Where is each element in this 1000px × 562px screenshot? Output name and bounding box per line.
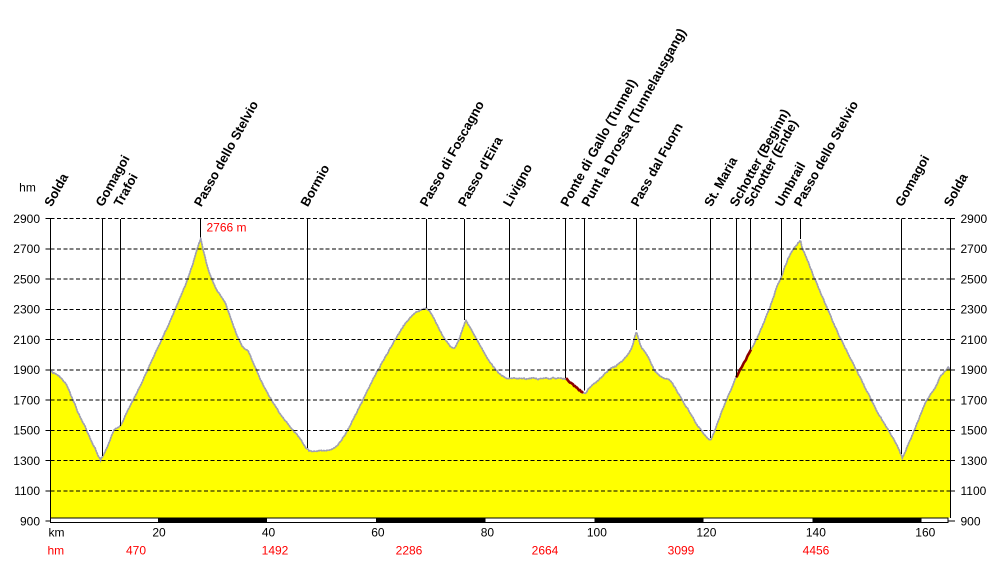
svg-text:3099: 3099 bbox=[668, 544, 695, 558]
svg-text:470: 470 bbox=[126, 544, 146, 558]
svg-text:60: 60 bbox=[371, 526, 385, 540]
svg-text:40: 40 bbox=[262, 526, 276, 540]
svg-text:km: km bbox=[49, 526, 65, 540]
svg-text:2500: 2500 bbox=[13, 272, 40, 286]
svg-text:20: 20 bbox=[152, 526, 166, 540]
svg-text:1100: 1100 bbox=[14, 484, 40, 498]
svg-text:1900: 1900 bbox=[961, 363, 988, 377]
svg-text:100: 100 bbox=[587, 526, 607, 540]
svg-text:2300: 2300 bbox=[13, 303, 40, 317]
svg-text:2900: 2900 bbox=[961, 212, 988, 226]
svg-text:1492: 1492 bbox=[262, 544, 289, 558]
svg-text:hm: hm bbox=[48, 544, 65, 558]
svg-text:1300: 1300 bbox=[961, 454, 988, 468]
svg-text:120: 120 bbox=[696, 526, 716, 540]
svg-text:1700: 1700 bbox=[961, 393, 988, 407]
svg-text:2766 m: 2766 m bbox=[207, 221, 247, 235]
svg-text:900: 900 bbox=[20, 514, 40, 528]
svg-text:2700: 2700 bbox=[961, 242, 988, 256]
svg-text:2300: 2300 bbox=[961, 303, 988, 317]
svg-text:2700: 2700 bbox=[13, 242, 40, 256]
svg-text:900: 900 bbox=[961, 514, 981, 528]
svg-text:160: 160 bbox=[915, 526, 935, 540]
svg-text:1700: 1700 bbox=[13, 393, 40, 407]
svg-text:2100: 2100 bbox=[13, 333, 40, 347]
svg-text:1300: 1300 bbox=[13, 454, 40, 468]
svg-text:1500: 1500 bbox=[13, 424, 40, 438]
svg-text:80: 80 bbox=[481, 526, 495, 540]
svg-text:2900: 2900 bbox=[13, 212, 40, 226]
svg-text:140: 140 bbox=[806, 526, 826, 540]
svg-text:1500: 1500 bbox=[961, 424, 988, 438]
svg-text:1100: 1100 bbox=[961, 484, 987, 498]
svg-text:hm: hm bbox=[19, 181, 36, 195]
svg-text:4456: 4456 bbox=[803, 544, 830, 558]
svg-text:2286: 2286 bbox=[396, 544, 423, 558]
svg-text:1900: 1900 bbox=[13, 363, 40, 377]
svg-text:2500: 2500 bbox=[961, 272, 988, 286]
svg-text:2100: 2100 bbox=[961, 333, 988, 347]
svg-text:2664: 2664 bbox=[532, 544, 559, 558]
